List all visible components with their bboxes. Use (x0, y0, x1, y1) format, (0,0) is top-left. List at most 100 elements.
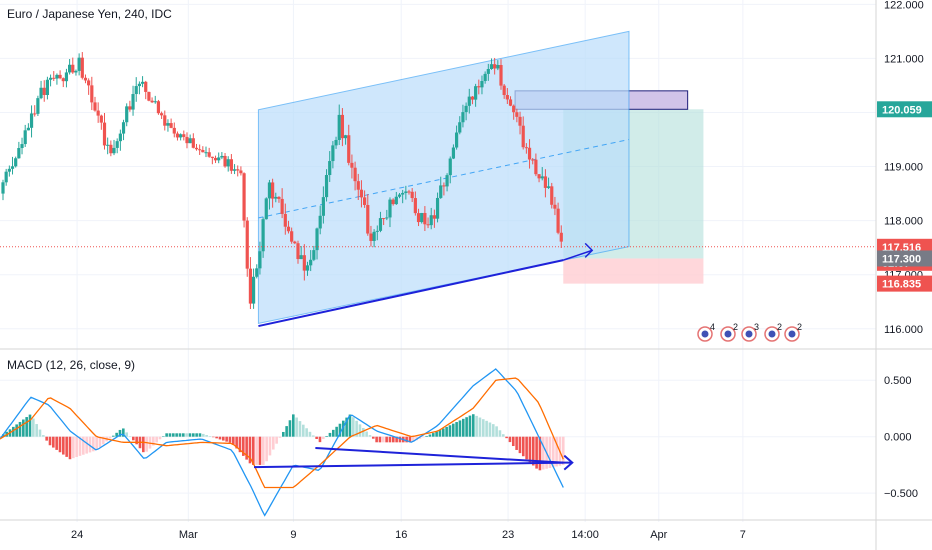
time-tick-label: 16 (395, 529, 407, 541)
candle-body (137, 83, 141, 87)
candle-body (36, 98, 40, 114)
macd-histogram-bar (398, 436, 402, 443)
trend-drawings[interactable] (258, 242, 594, 328)
macd-histogram-bar (28, 414, 32, 437)
candle-body (29, 113, 34, 128)
macd-histogram-bar (311, 435, 315, 437)
macd-histogram-bar (238, 436, 242, 453)
candle-body (90, 85, 94, 103)
macd-histogram-bar (485, 420, 488, 437)
macd-histogram-bar (408, 436, 412, 443)
candle-body (198, 149, 202, 151)
macd-histogram-bar (208, 436, 212, 437)
macd-histogram-bar (232, 436, 235, 445)
candle-body (220, 155, 224, 158)
macd-histogram-bar (225, 436, 228, 442)
macd-histogram-bar (295, 417, 298, 437)
macd-histogram-bar (35, 424, 38, 437)
macd-histogram-bar (328, 432, 332, 437)
candle-body (324, 175, 329, 198)
stop-zone (563, 258, 704, 284)
candle-body (52, 77, 56, 79)
macd-histogram-bar (48, 436, 52, 446)
candle-body (115, 141, 119, 148)
price-tick-label: 116.000 (884, 324, 923, 336)
candle-body (4, 171, 8, 183)
macd-histogram-bar (158, 436, 162, 440)
macd-histogram-bar (378, 436, 382, 443)
macd-histogram-bar (325, 435, 328, 437)
candle-body (229, 159, 233, 171)
candle-body (131, 94, 135, 110)
macd-histogram-bar (425, 435, 428, 437)
event-badge-count: 2 (777, 322, 782, 332)
candle-body (182, 134, 186, 137)
macd-histogram-bar (518, 436, 522, 454)
macd-line (0, 368, 564, 517)
macd-histogram-bar (202, 433, 205, 437)
macd-histogram-bar (555, 436, 558, 467)
candle-body (264, 198, 268, 220)
candle-body (93, 102, 97, 111)
candle-body (125, 106, 129, 123)
macd-histogram-bar (242, 436, 245, 456)
candle-body (363, 197, 367, 205)
candle-body (194, 147, 199, 150)
macd-histogram-bar (72, 436, 75, 459)
candle-body (493, 64, 497, 69)
macd-histogram-bar (152, 436, 155, 446)
event-badge-dot (724, 330, 732, 338)
macd-histogram-bar (531, 436, 535, 466)
candle-body (245, 220, 249, 269)
candle-body (175, 133, 180, 138)
macd-histogram-bar (38, 429, 42, 437)
candle-body (109, 144, 113, 154)
macd-histogram-bar (418, 436, 422, 439)
candle-body (283, 213, 287, 227)
macd-histogram-bar (458, 420, 462, 437)
candle-body (236, 169, 240, 171)
candle-body (445, 175, 449, 187)
candle-body (144, 81, 148, 92)
macd-histogram-bar (82, 436, 85, 455)
macd-histogram-bar (222, 436, 225, 441)
candle-body (14, 158, 18, 167)
macd-histogram-bar (551, 436, 555, 468)
candle-body (518, 116, 522, 126)
candle-body (299, 255, 303, 260)
candle-body (7, 168, 11, 172)
macd-histogram-bar (525, 436, 528, 460)
time-tick-label: 14:00 (571, 529, 599, 541)
candle-body (166, 123, 170, 126)
macd-histogram-bar (45, 436, 48, 441)
macd-histogram-bar (112, 435, 115, 437)
candle-body (210, 156, 214, 158)
candle-body (255, 268, 259, 277)
macd-histogram-bar (301, 424, 305, 437)
macd-histogram-bar (0, 436, 2, 438)
price-tick-label: 122.000 (884, 0, 924, 11)
macd-histogram-bar (341, 420, 345, 437)
candle-body (464, 105, 468, 113)
candle-body (179, 134, 183, 138)
macd-histogram-bar (58, 436, 62, 453)
time-tick-label: 23 (502, 529, 514, 541)
macd-histogram-bar (495, 426, 498, 437)
macd-histogram-bar (122, 428, 125, 437)
event-badges[interactable]: 4 2 3 2 2 (697, 322, 802, 342)
macd-histogram-bar (22, 419, 25, 437)
candle-body (172, 127, 176, 134)
macd-histogram-bar (505, 436, 508, 439)
candle-body (531, 159, 535, 161)
macd-histogram-bar (438, 430, 442, 437)
macd-histogram-bar (252, 436, 255, 465)
candle-body (401, 192, 405, 195)
candle-body (382, 218, 386, 220)
candle-body (527, 147, 532, 160)
event-badge-dot (788, 330, 796, 338)
macd-histogram-bar (451, 423, 455, 437)
macd-histogram-bar (528, 436, 532, 463)
candle-body (58, 74, 62, 79)
candle-body (1, 182, 5, 194)
